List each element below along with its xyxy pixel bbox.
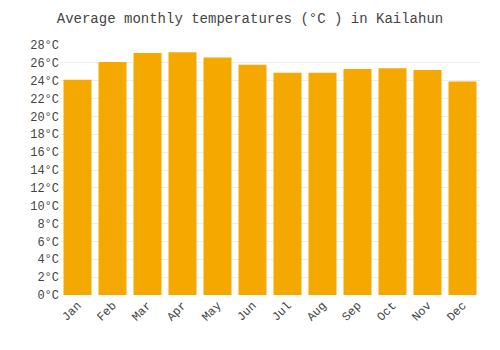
svg-text:26°C: 26°C [30, 57, 59, 71]
svg-text:Dec: Dec [444, 299, 469, 324]
svg-text:10°C: 10°C [30, 200, 59, 214]
svg-text:24°C: 24°C [30, 75, 59, 89]
svg-text:8°C: 8°C [37, 218, 59, 232]
svg-text:Oct: Oct [374, 299, 399, 324]
svg-text:20°C: 20°C [30, 111, 59, 125]
svg-text:Jul: Jul [269, 299, 294, 324]
svg-text:Average monthly temperatures (: Average monthly temperatures (°C ) in Ka… [57, 11, 443, 27]
svg-text:Mar: Mar [129, 299, 154, 324]
svg-text:Sep: Sep [339, 299, 364, 324]
svg-text:Jan: Jan [59, 299, 84, 324]
svg-text:14°C: 14°C [30, 164, 59, 178]
svg-text:May: May [199, 299, 224, 324]
svg-text:16°C: 16°C [30, 146, 59, 160]
svg-text:2°C: 2°C [37, 271, 59, 285]
svg-text:Apr: Apr [164, 299, 189, 324]
svg-text:18°C: 18°C [30, 128, 59, 142]
svg-text:28°C: 28°C [30, 39, 59, 53]
svg-text:Nov: Nov [409, 299, 434, 324]
svg-text:6°C: 6°C [37, 236, 59, 250]
svg-text:4°C: 4°C [37, 253, 59, 267]
svg-text:0°C: 0°C [37, 289, 59, 303]
svg-text:22°C: 22°C [30, 93, 59, 107]
svg-text:Aug: Aug [304, 299, 329, 324]
svg-text:Jun: Jun [234, 299, 259, 324]
svg-text:Feb: Feb [94, 299, 119, 324]
svg-text:12°C: 12°C [30, 182, 59, 196]
